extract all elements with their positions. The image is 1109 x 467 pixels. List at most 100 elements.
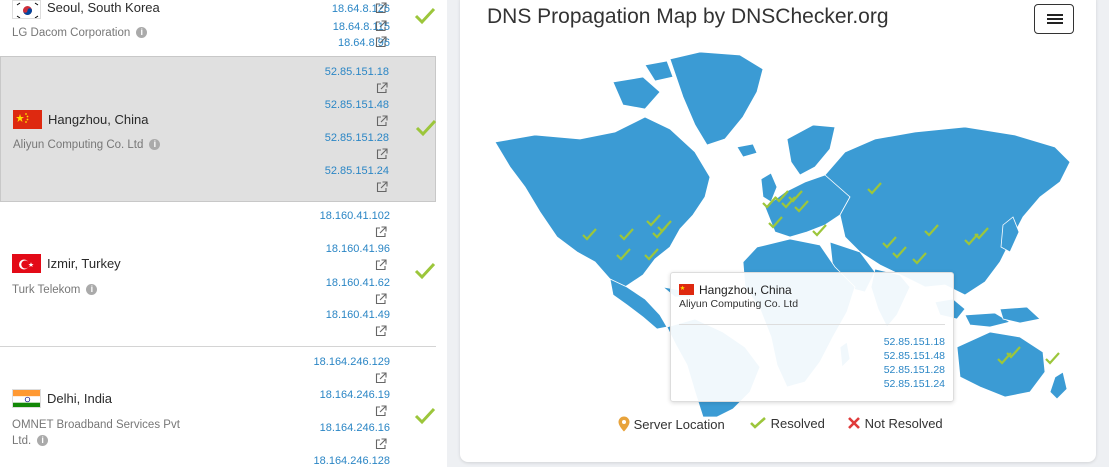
check-icon[interactable] — [882, 236, 897, 249]
external-link-icon[interactable] — [375, 325, 387, 337]
region-central-america — [609, 278, 668, 330]
check-icon[interactable] — [768, 216, 783, 229]
flag-india-icon — [12, 389, 41, 408]
tooltip-isp: Aliyun Computing Co. Ltd — [679, 298, 799, 310]
check-icon[interactable] — [812, 224, 827, 237]
tooltip-city: Hangzhou, China — [699, 283, 792, 297]
check-icon[interactable] — [619, 228, 634, 241]
ip-address[interactable]: 18.164.246.19 — [319, 389, 390, 401]
server-isp: LG Dacom Corporation i — [12, 25, 148, 41]
external-link-icon[interactable] — [375, 2, 387, 14]
external-link-icon[interactable] — [375, 259, 387, 271]
external-link-icon[interactable] — [375, 372, 387, 384]
region-iceland — [736, 143, 758, 158]
info-icon[interactable]: i — [149, 139, 161, 150]
check-icon[interactable] — [912, 252, 927, 265]
ip-address[interactable]: 18.160.41.96 — [325, 243, 390, 255]
check-icon[interactable] — [867, 182, 882, 195]
check-icon[interactable] — [788, 190, 803, 203]
check-icon[interactable] — [974, 227, 989, 240]
external-link-icon[interactable] — [376, 115, 388, 127]
menu-icon — [1047, 14, 1063, 16]
flag-south-korea-icon — [12, 0, 41, 19]
check-icon[interactable] — [657, 220, 672, 233]
map-card: DNS Propagation Map by DNSChecker.org — [460, 0, 1096, 462]
server-isp: Aliyun Computing Co. Ltd i — [13, 137, 161, 153]
region-asia — [824, 126, 1070, 296]
external-link-icon[interactable] — [375, 438, 387, 450]
info-icon[interactable]: i — [136, 27, 148, 38]
check-icon[interactable] — [1006, 346, 1021, 359]
region-uk — [760, 172, 778, 203]
server-isp: OMNET Broadband Services Pvt Ltd. i — [12, 419, 180, 447]
cross-icon — [848, 417, 860, 429]
legend-server-location: Server Location — [618, 416, 725, 432]
region-arctic-islands — [644, 60, 674, 82]
external-link-icon[interactable] — [375, 226, 387, 238]
external-link-icon[interactable] — [376, 148, 388, 160]
external-link-icon[interactable] — [375, 20, 387, 32]
ip-address[interactable]: 18.164.246.16 — [319, 422, 390, 434]
region-indonesia — [964, 312, 1012, 328]
ip-address[interactable]: 18.160.41.62 — [325, 277, 390, 289]
check-icon[interactable] — [892, 246, 907, 259]
server-city: Hangzhou, China — [48, 112, 149, 127]
check-icon[interactable] — [616, 248, 631, 261]
check-icon[interactable] — [924, 224, 939, 237]
check-icon[interactable] — [1045, 352, 1060, 365]
ip-address[interactable]: 52.85.151.48 — [324, 99, 389, 111]
ip-address[interactable]: 18.164.246.128 — [313, 455, 390, 467]
flag-china-icon — [13, 110, 42, 129]
check-icon[interactable] — [997, 352, 1012, 365]
ip-address[interactable]: 52.85.151.28 — [324, 132, 389, 144]
legend-resolved: Resolved — [749, 416, 825, 431]
external-link-icon[interactable] — [375, 293, 387, 305]
tooltip-ip: 52.85.151.24 — [883, 378, 945, 390]
external-link-icon[interactable] — [375, 36, 387, 48]
check-icon — [750, 417, 766, 429]
check-icon[interactable] — [762, 196, 777, 209]
ip-address[interactable]: 52.85.151.24 — [324, 165, 389, 177]
check-icon — [414, 7, 436, 25]
check-icon — [414, 262, 436, 280]
server-row-seoul[interactable]: Seoul, South Korea LG Dacom Corporation i… — [0, 0, 436, 53]
server-row-hangzhou[interactable]: Hangzhou, China Aliyun Computing Co. Ltd… — [0, 56, 437, 202]
info-icon[interactable]: i — [37, 435, 49, 446]
server-tooltip: Hangzhou, China Aliyun Computing Co. Ltd… — [670, 272, 954, 402]
server-isp: Turk Telekom i — [12, 282, 98, 298]
ip-address[interactable]: 52.85.151.18 — [324, 66, 389, 78]
flag-china-icon — [679, 284, 694, 295]
legend-not-resolved: Not Resolved — [847, 416, 943, 431]
check-icon[interactable] — [964, 233, 979, 246]
check-icon[interactable] — [794, 200, 809, 213]
resolved-markers — [582, 182, 1060, 365]
check-icon[interactable] — [582, 228, 597, 241]
region-north-america — [495, 116, 711, 288]
ip-address[interactable]: 18.160.41.102 — [319, 210, 390, 222]
tooltip-divider — [679, 324, 945, 325]
check-icon[interactable] — [774, 190, 789, 203]
region-greenland — [669, 51, 764, 146]
region-scandinavia — [786, 124, 836, 176]
info-icon[interactable]: i — [86, 284, 98, 295]
server-row-delhi[interactable]: Delhi, India OMNET Broadband Services Pv… — [0, 346, 436, 467]
tooltip-ip: 52.85.151.28 — [883, 364, 945, 376]
external-link-icon[interactable] — [375, 405, 387, 417]
server-city: Delhi, India — [47, 391, 113, 406]
external-link-icon[interactable] — [376, 181, 388, 193]
ip-address[interactable]: 18.64.8.126 — [331, 3, 390, 15]
tooltip-ip: 52.85.151.48 — [883, 350, 945, 362]
map-title: DNS Propagation Map by DNSChecker.org — [487, 5, 889, 28]
check-icon[interactable] — [644, 248, 659, 261]
menu-button[interactable] — [1034, 4, 1074, 34]
ip-address[interactable]: 18.164.246.129 — [313, 356, 390, 368]
region-japan — [1000, 216, 1020, 253]
location-pin-icon — [618, 416, 630, 432]
server-city: Seoul, South Korea — [47, 0, 160, 15]
ip-address[interactable]: 18.160.41.49 — [325, 309, 390, 321]
ip-address[interactable]: 18.64.8.115 — [332, 21, 390, 33]
check-icon[interactable] — [646, 214, 661, 227]
region-australia — [956, 331, 1046, 398]
external-link-icon[interactable] — [376, 82, 388, 94]
server-row-izmir[interactable]: Izmir, Turkey Turk Telekom i 18.160.41.10… — [0, 202, 436, 346]
